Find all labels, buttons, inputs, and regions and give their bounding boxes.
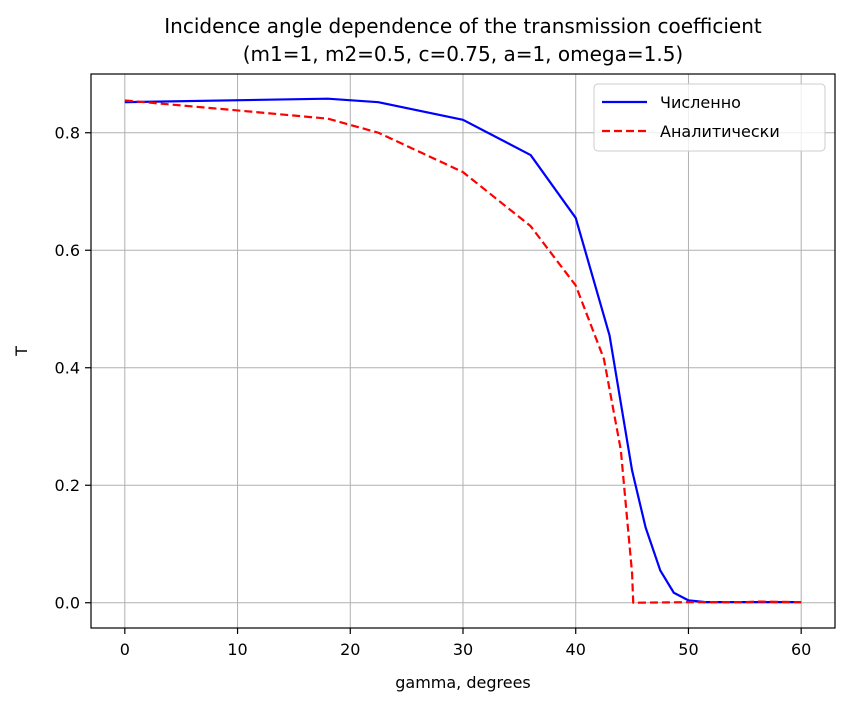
series-line-analytic <box>124 99 802 604</box>
x-tick-label: 20 <box>340 640 360 659</box>
x-tick-label: 0 <box>120 640 130 659</box>
x-axis-ticks: 0 10 20 30 40 50 60 <box>120 628 811 659</box>
y-tick-label: 0.6 <box>55 241 80 260</box>
y-tick-label: 0.0 <box>55 594 80 613</box>
y-axis-ticks: 0.0 0.2 0.4 0.6 0.8 <box>55 124 91 613</box>
y-tick-label: 0.4 <box>55 359 80 378</box>
legend-box <box>593 83 826 152</box>
legend: Численно Аналитически <box>593 83 826 152</box>
y-tick-label: 0.2 <box>55 476 80 495</box>
legend-label-numeric: Численно <box>660 93 741 112</box>
x-tick-label: 10 <box>227 640 247 659</box>
x-tick-label: 30 <box>453 640 473 659</box>
chart-title-line2: (m1=1, m2=0.5, c=0.75, a=1, omega=1.5) <box>243 42 684 66</box>
x-tick-label: 40 <box>566 640 586 659</box>
legend-label-analytic: Аналитически <box>660 122 780 141</box>
series-layer <box>124 97 802 604</box>
y-tick-label: 0.8 <box>55 124 80 143</box>
grid <box>91 74 835 628</box>
x-tick-label: 50 <box>678 640 698 659</box>
y-axis-label: T <box>12 346 31 357</box>
x-axis-label: gamma, degrees <box>395 673 531 692</box>
x-tick-label: 60 <box>791 640 811 659</box>
chart-title-line1: Incidence angle dependence of the transm… <box>164 14 762 38</box>
